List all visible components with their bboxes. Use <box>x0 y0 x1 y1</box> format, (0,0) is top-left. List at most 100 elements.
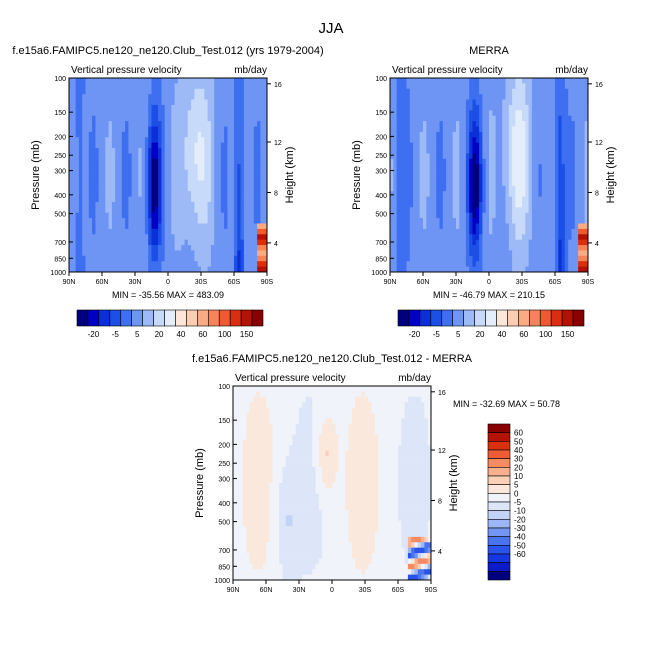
heatmap-cell <box>105 148 109 154</box>
heatmap-cell <box>299 402 303 408</box>
heatmap-cell <box>102 185 106 192</box>
heatmap-cell <box>545 228 549 235</box>
heatmap-cell <box>253 207 258 214</box>
heatmap-cell <box>365 429 369 435</box>
heatmap-cell <box>332 391 336 398</box>
heatmap-cell <box>325 412 330 419</box>
heatmap-cell <box>581 180 586 187</box>
heatmap-cell <box>469 196 473 203</box>
heatmap-cell <box>479 223 483 230</box>
heatmap-cell <box>538 223 543 230</box>
heatmap-cell <box>292 391 297 398</box>
heatmap-cell <box>250 153 255 160</box>
heatmap-cell <box>158 261 162 268</box>
heatmap-cell <box>295 391 300 398</box>
heatmap-cell <box>102 234 106 241</box>
heatmap-cell <box>475 207 480 214</box>
heatmap-cell <box>118 175 123 181</box>
heatmap-cell <box>578 99 582 106</box>
y-tick-label: 850 <box>375 256 387 263</box>
heatmap-cell <box>171 164 175 171</box>
heatmap-cell <box>522 239 526 246</box>
heatmap-cell <box>197 261 202 268</box>
heatmap-cell <box>421 407 425 414</box>
heatmap-cell <box>502 78 506 84</box>
heatmap-cell <box>121 88 126 95</box>
heatmap-cell <box>393 169 397 176</box>
heatmap-cell <box>403 110 407 117</box>
heatmap-cell <box>138 110 142 117</box>
heatmap-cell <box>121 201 126 208</box>
heatmap-cell <box>411 396 415 403</box>
heatmap-cell <box>442 104 447 111</box>
heatmap-cell <box>525 142 529 149</box>
heatmap-cell <box>184 212 189 219</box>
heatmap-cell <box>98 245 103 251</box>
heatmap-cell <box>571 99 576 106</box>
heatmap-cell <box>348 386 353 392</box>
heatmap-cell <box>233 396 237 403</box>
heatmap-cell <box>275 386 280 392</box>
heatmap-cell <box>361 396 366 403</box>
heatmap-cell <box>426 142 430 149</box>
heatmap-cell <box>177 99 182 106</box>
heatmap-cell <box>429 137 434 144</box>
heatmap-cell <box>518 137 523 144</box>
heatmap-cell <box>413 196 417 203</box>
heatmap-cell <box>391 402 396 408</box>
heatmap-cell <box>391 418 396 425</box>
heatmap-cell <box>214 234 218 241</box>
heatmap-cell <box>522 137 526 144</box>
heatmap-cell <box>446 94 450 100</box>
heatmap-cell <box>561 99 566 106</box>
heatmap-cell <box>584 83 589 90</box>
heatmap-cell <box>250 94 255 100</box>
heatmap-cell <box>442 207 447 214</box>
colorbar-label: 60 <box>198 330 207 339</box>
heatmap-cell <box>390 78 394 84</box>
heatmap-cell <box>164 131 169 138</box>
heatmap-cell <box>568 158 572 165</box>
heatmap-cell <box>432 223 437 230</box>
heatmap-cell <box>82 175 86 181</box>
heatmap-cell <box>230 148 235 154</box>
heatmap-cell <box>429 78 434 84</box>
heatmap-cell <box>568 131 572 138</box>
heatmap-cell <box>78 218 83 224</box>
heatmap-cell <box>210 228 215 235</box>
heatmap-cell <box>574 185 579 192</box>
heatmap-cell <box>446 228 450 235</box>
heatmap-cell <box>88 137 93 144</box>
heatmap-cell <box>184 185 189 192</box>
heatmap-cell <box>92 94 96 100</box>
colorbar-swatch <box>153 309 165 327</box>
heatmap-cell <box>423 266 427 273</box>
heatmap-cell <box>141 104 146 111</box>
heatmap-cell <box>197 234 202 241</box>
heatmap-cell <box>512 191 516 197</box>
heatmap-cell <box>144 191 149 197</box>
heatmap-cell <box>525 228 529 235</box>
heatmap-cell <box>406 88 411 95</box>
heatmap-cell <box>361 402 366 408</box>
heatmap-cell <box>416 131 421 138</box>
heatmap-cell <box>128 131 133 138</box>
heatmap-cell <box>436 121 440 127</box>
heatmap-cell <box>266 386 270 392</box>
heatmap-cell <box>285 412 290 419</box>
heatmap-cell <box>427 418 432 425</box>
heatmap-cell <box>201 99 205 106</box>
heatmap-cell <box>171 153 175 160</box>
heatmap-cell <box>492 88 496 95</box>
heatmap-cell <box>220 255 225 262</box>
heatmap-cell <box>432 137 437 144</box>
heatmap-cell <box>154 239 159 246</box>
heatmap-cell <box>250 196 255 203</box>
heatmap-cell <box>531 158 536 165</box>
heatmap-cell <box>502 207 506 214</box>
heatmap-cell <box>475 201 480 208</box>
heatmap-cell <box>135 218 139 224</box>
heatmap-cell <box>568 212 572 219</box>
heatmap-cell <box>355 429 359 435</box>
heatmap-cell <box>220 212 225 219</box>
